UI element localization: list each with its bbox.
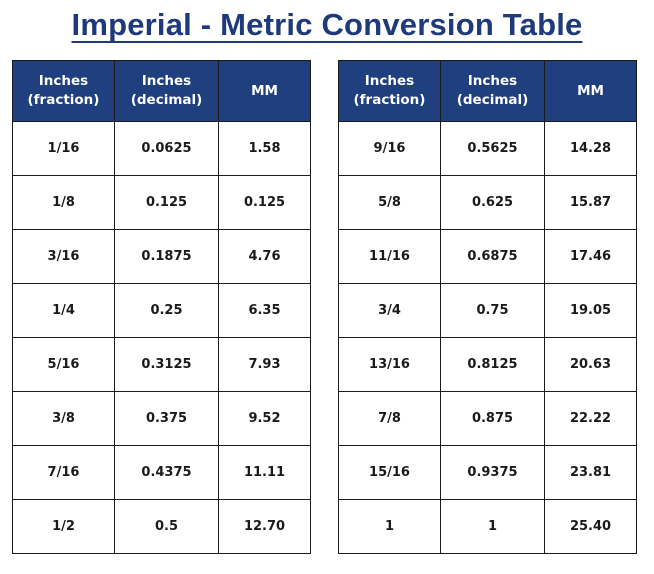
cell-decimal: 0.8125: [440, 337, 545, 392]
header-label: (fraction): [353, 92, 426, 108]
table-header-row: Inches (fraction) Inches (decimal) MM: [12, 60, 311, 122]
cell-mm: 23.81: [544, 445, 637, 500]
header-inches-decimal: Inches (decimal): [114, 60, 219, 122]
table-body-left: 1/16 0.0625 1.58 1/8 0.125 0.125 3/16 0.1875 4.7…: [12, 121, 311, 554]
header-label: Inches: [38, 73, 89, 89]
header-label: (decimal): [456, 92, 529, 108]
table-row: 9/16 0.5625 14.28: [338, 121, 637, 176]
cell-fraction: 3/16: [12, 229, 115, 284]
cell-mm: 19.05: [544, 283, 637, 338]
cell-fraction: 7/8: [338, 391, 441, 446]
cell-fraction: 1/16: [12, 121, 115, 176]
table-row: 1/4 0.25 6.35: [12, 283, 311, 338]
table-row: 13/16 0.8125 20.63: [338, 337, 637, 392]
cell-mm: 4.76: [218, 229, 311, 284]
cell-fraction: 5/8: [338, 175, 441, 230]
table-row: 5/16 0.3125 7.93: [12, 337, 311, 392]
cell-decimal: 0.125: [114, 175, 219, 230]
page-title-text: Imperial - Metric Conversion Table: [71, 7, 583, 42]
cell-fraction: 15/16: [338, 445, 441, 500]
cell-decimal: 0.1875: [114, 229, 219, 284]
table-row: 5/8 0.625 15.87: [338, 175, 637, 230]
header-inches-decimal: Inches (decimal): [440, 60, 545, 122]
cell-fraction: 3/8: [12, 391, 115, 446]
cell-mm: 17.46: [544, 229, 637, 284]
cell-decimal: 1: [440, 499, 545, 554]
cell-decimal: 0.4375: [114, 445, 219, 500]
cell-fraction: 9/16: [338, 121, 441, 176]
cell-fraction: 7/16: [12, 445, 115, 500]
cell-mm: 15.87: [544, 175, 637, 230]
table-row: 7/16 0.4375 11.11: [12, 445, 311, 500]
cell-decimal: 0.5: [114, 499, 219, 554]
cell-decimal: 0.5625: [440, 121, 545, 176]
cell-decimal: 0.3125: [114, 337, 219, 392]
cell-fraction: 1/8: [12, 175, 115, 230]
cell-fraction: 1/2: [12, 499, 115, 554]
table-row: 3/16 0.1875 4.76: [12, 229, 311, 284]
cell-decimal: 0.875: [440, 391, 545, 446]
header-inches-fraction: Inches (fraction): [12, 60, 115, 122]
table-row: 1/16 0.0625 1.58: [12, 121, 311, 176]
cell-fraction: 1: [338, 499, 441, 554]
table-row: 7/8 0.875 22.22: [338, 391, 637, 446]
cell-mm: 22.22: [544, 391, 637, 446]
cell-fraction: 3/4: [338, 283, 441, 338]
cell-fraction: 13/16: [338, 337, 441, 392]
cell-mm: 20.63: [544, 337, 637, 392]
cell-decimal: 0.25: [114, 283, 219, 338]
cell-decimal: 0.0625: [114, 121, 219, 176]
header-label: MM: [251, 82, 278, 99]
table-body-right: 9/16 0.5625 14.28 5/8 0.625 15.87 11/16 0.6875 1…: [338, 121, 637, 554]
header-label: MM: [577, 82, 604, 99]
conversion-table-left: Inches (fraction) Inches (decimal) MM 1/…: [12, 60, 311, 554]
cell-mm: 11.11: [218, 445, 311, 500]
table-header-row: Inches (fraction) Inches (decimal) MM: [338, 60, 637, 122]
table-row: 1 1 25.40: [338, 499, 637, 554]
cell-fraction: 5/16: [12, 337, 115, 392]
table-row: 3/8 0.375 9.52: [12, 391, 311, 446]
header-inches-fraction: Inches (fraction): [338, 60, 441, 122]
table-row: 1/8 0.125 0.125: [12, 175, 311, 230]
cell-mm: 25.40: [544, 499, 637, 554]
table-row: 15/16 0.9375 23.81: [338, 445, 637, 500]
cell-decimal: 0.75: [440, 283, 545, 338]
header-label: Inches: [467, 73, 518, 89]
cell-fraction: 1/4: [12, 283, 115, 338]
header-label: Inches: [364, 73, 415, 89]
cell-mm: 6.35: [218, 283, 311, 338]
cell-mm: 1.58: [218, 121, 311, 176]
cell-fraction: 11/16: [338, 229, 441, 284]
cell-mm: 9.52: [218, 391, 311, 446]
cell-decimal: 0.375: [114, 391, 219, 446]
page-title: Imperial - Metric Conversion Table: [0, 6, 654, 43]
header-mm: MM: [218, 60, 311, 122]
cell-mm: 7.93: [218, 337, 311, 392]
cell-mm: 0.125: [218, 175, 311, 230]
header-label: (fraction): [27, 92, 100, 108]
cell-mm: 12.70: [218, 499, 311, 554]
header-label: Inches: [141, 73, 192, 89]
table-row: 11/16 0.6875 17.46: [338, 229, 637, 284]
table-row: 3/4 0.75 19.05: [338, 283, 637, 338]
table-row: 1/2 0.5 12.70: [12, 499, 311, 554]
cell-mm: 14.28: [544, 121, 637, 176]
cell-decimal: 0.6875: [440, 229, 545, 284]
cell-decimal: 0.9375: [440, 445, 545, 500]
cell-decimal: 0.625: [440, 175, 545, 230]
conversion-table-right: Inches (fraction) Inches (decimal) MM 9/…: [338, 60, 637, 554]
header-mm: MM: [544, 60, 637, 122]
header-label: (decimal): [130, 92, 203, 108]
